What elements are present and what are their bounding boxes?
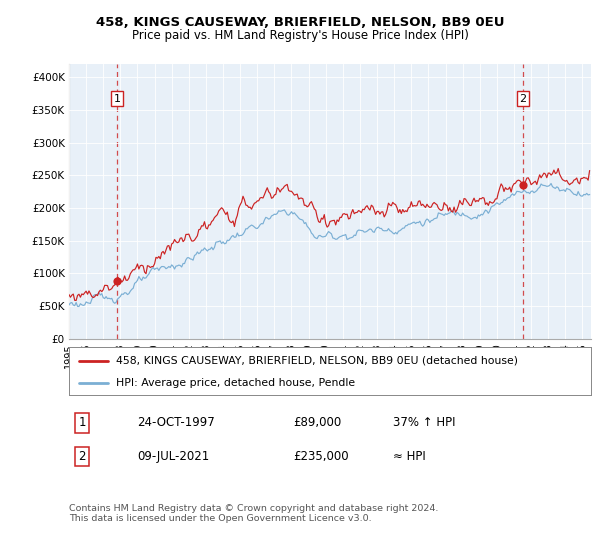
Text: 458, KINGS CAUSEWAY, BRIERFIELD, NELSON, BB9 0EU (detached house): 458, KINGS CAUSEWAY, BRIERFIELD, NELSON,… xyxy=(116,356,518,366)
Text: 37% ↑ HPI: 37% ↑ HPI xyxy=(392,416,455,430)
Text: Price paid vs. HM Land Registry's House Price Index (HPI): Price paid vs. HM Land Registry's House … xyxy=(131,29,469,42)
Point xyxy=(112,276,122,285)
Text: ≈ HPI: ≈ HPI xyxy=(392,450,425,463)
Text: £235,000: £235,000 xyxy=(293,450,349,463)
Text: £89,000: £89,000 xyxy=(293,416,342,430)
Text: 1: 1 xyxy=(113,94,121,104)
Point xyxy=(518,181,527,190)
Text: 2: 2 xyxy=(78,450,86,463)
Text: 1: 1 xyxy=(78,416,86,430)
Text: 2: 2 xyxy=(520,94,526,104)
Text: Contains HM Land Registry data © Crown copyright and database right 2024.
This d: Contains HM Land Registry data © Crown c… xyxy=(69,504,439,524)
Text: 24-OCT-1997: 24-OCT-1997 xyxy=(137,416,215,430)
Text: 458, KINGS CAUSEWAY, BRIERFIELD, NELSON, BB9 0EU: 458, KINGS CAUSEWAY, BRIERFIELD, NELSON,… xyxy=(96,16,504,29)
Text: HPI: Average price, detached house, Pendle: HPI: Average price, detached house, Pend… xyxy=(116,378,355,388)
Text: 09-JUL-2021: 09-JUL-2021 xyxy=(137,450,209,463)
